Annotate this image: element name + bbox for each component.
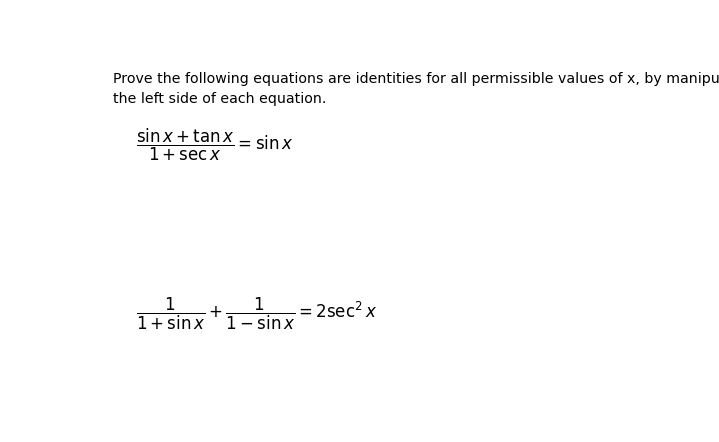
Text: $\dfrac{\sin x + \tan x}{1 + \sec x} = \sin x$: $\dfrac{\sin x + \tan x}{1 + \sec x} = \… (136, 127, 293, 163)
Text: Prove the following equations are identities for all permissible values of x, by: Prove the following equations are identi… (114, 72, 719, 86)
Text: the left side of each equation.: the left side of each equation. (114, 92, 326, 106)
Text: $\dfrac{1}{1+\sin x}+\dfrac{1}{1-\sin x} = 2\sec^{2} x$: $\dfrac{1}{1+\sin x}+\dfrac{1}{1-\sin x}… (136, 295, 377, 332)
